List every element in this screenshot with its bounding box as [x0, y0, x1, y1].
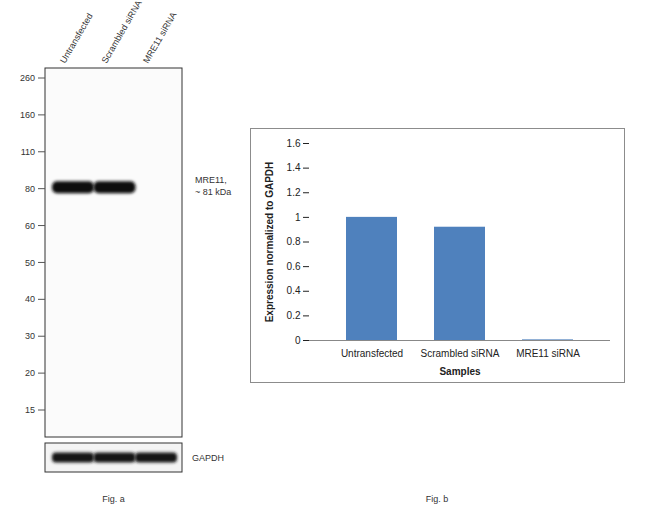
svg-text:20: 20 [25, 368, 35, 378]
svg-text:1: 1 [295, 212, 301, 223]
svg-text:Untransfected: Untransfected [58, 11, 95, 65]
svg-text:110: 110 [21, 147, 35, 157]
svg-text:50: 50 [25, 258, 35, 268]
svg-text:160: 160 [20, 110, 35, 120]
svg-text:MRE11 siRNA: MRE11 siRNA [516, 348, 580, 359]
svg-text:Scrambled siRNA: Scrambled siRNA [421, 348, 500, 359]
svg-text:60: 60 [25, 221, 35, 231]
svg-text:Fig. a: Fig. a [102, 494, 125, 504]
svg-text:Untransfected: Untransfected [341, 348, 403, 359]
svg-text:0: 0 [295, 335, 301, 346]
svg-text:Scrambled siRNA: Scrambled siRNA [100, 0, 144, 65]
svg-text:0.4: 0.4 [287, 285, 301, 296]
svg-text:1.4: 1.4 [287, 162, 301, 173]
svg-text:30: 30 [25, 331, 35, 341]
svg-text:40: 40 [25, 294, 35, 304]
svg-text:Samples: Samples [439, 366, 481, 377]
svg-text:260: 260 [20, 73, 35, 83]
svg-text:0.2: 0.2 [287, 310, 301, 321]
svg-text:0.8: 0.8 [287, 236, 301, 247]
svg-text:1.2: 1.2 [287, 187, 301, 198]
svg-text:GAPDH: GAPDH [192, 453, 224, 463]
svg-text:Expression normalized to GAPDH: Expression normalized to GAPDH [264, 162, 275, 323]
svg-text:0.6: 0.6 [287, 261, 301, 272]
svg-text:Fig. b: Fig. b [426, 494, 449, 504]
svg-text:80: 80 [25, 184, 35, 194]
svg-text:MRE11,~ 81 kDa: MRE11,~ 81 kDa [195, 175, 231, 197]
svg-text:MRE11 siRNA: MRE11 siRNA [141, 10, 178, 65]
svg-text:15: 15 [25, 405, 35, 415]
svg-text:1.6: 1.6 [287, 138, 301, 149]
